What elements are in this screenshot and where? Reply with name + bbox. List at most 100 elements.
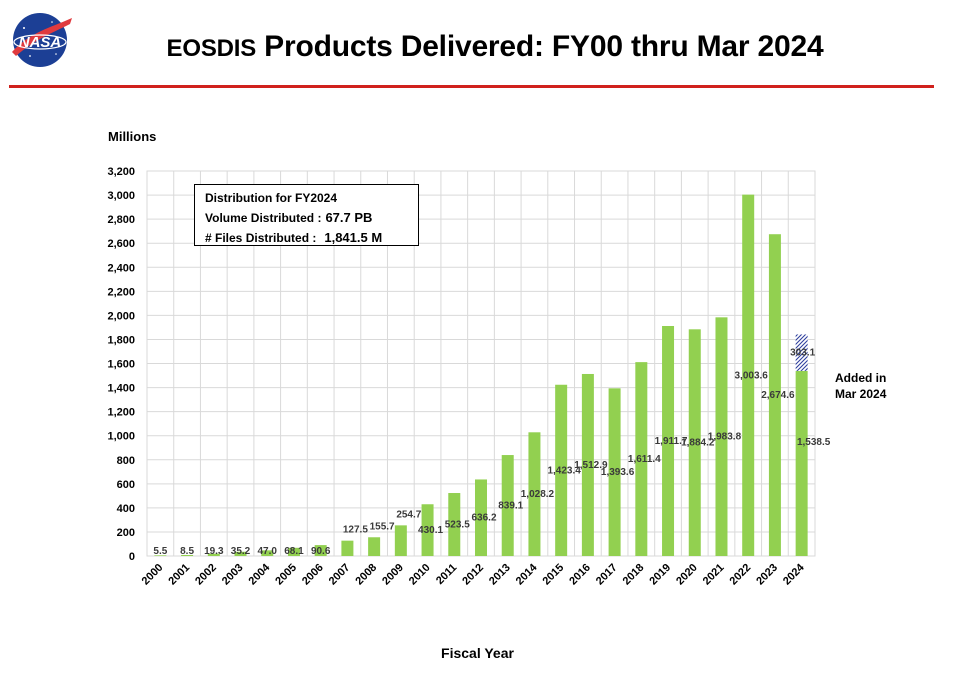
bar-2015 (555, 384, 568, 556)
y-tick-label: 3,000 (107, 190, 135, 202)
bar-2017 (608, 388, 621, 556)
bar-2023 (768, 234, 781, 556)
x-tick-label-2006: 2006 (300, 562, 326, 588)
x-tick-label-2009: 2009 (380, 562, 406, 588)
bar-2011 (448, 493, 461, 556)
bar-2008 (368, 537, 381, 556)
x-tick-label-2019: 2019 (647, 562, 673, 588)
data-label-2014: 1,028.2 (521, 489, 555, 500)
bar-2021 (715, 317, 728, 556)
data-label-2011: 523.5 (445, 520, 470, 531)
y-tick-label: 3,200 (107, 166, 135, 178)
x-tick-label-2017: 2017 (594, 562, 620, 588)
y-tick-label: 2,200 (107, 286, 135, 298)
bar-2003 (234, 551, 247, 556)
y-tick-label: 2,800 (107, 214, 135, 226)
bar-added-segment (795, 334, 808, 371)
volume-label: Volume Distributed : (205, 211, 322, 225)
x-axis-ticks: 2000 2001 2002 2003 2004 2005 2006 2007 2008 2009… (140, 561, 808, 587)
bar-2012 (475, 479, 487, 556)
bar-2007 (341, 540, 354, 556)
info-volume-row: Volume Distributed :67.7 PB (205, 208, 408, 228)
bar-2001 (181, 554, 194, 556)
x-tick-label-2021: 2021 (701, 562, 727, 588)
data-label-2008: 155.7 (370, 521, 395, 532)
y-axis-ticks: 0 200 400 600 800 1,000 1,200 1,400 1,600 1,800 2,… (107, 166, 135, 563)
data-label-2020: 1,884.2 (681, 438, 715, 449)
data-label-2010: 430.1 (418, 525, 443, 536)
x-tick-label-2011: 2011 (434, 562, 459, 587)
info-heading: Distribution for FY2024 (205, 191, 338, 205)
data-label-2013: 839.1 (498, 501, 523, 512)
files-value: 1,841.5 M (324, 230, 383, 245)
x-tick-label-2018: 2018 (621, 562, 647, 588)
added-annotation-line1: Added in (835, 371, 887, 385)
title-divider (9, 85, 934, 88)
x-tick-label-2005: 2005 (273, 562, 299, 588)
x-tick-label-2003: 2003 (220, 562, 246, 588)
data-label-2012: 636.2 (471, 513, 496, 524)
y-tick-label: 0 (129, 551, 135, 563)
volume-value: 67.7 PB (325, 210, 373, 225)
data-label-2001: 8.5 (180, 546, 194, 557)
y-tick-label: 1,800 (107, 334, 135, 346)
added-annotation-line2: Mar 2024 (835, 387, 887, 401)
x-tick-label-2020: 2020 (674, 562, 700, 588)
data-label-2004: 47.0 (258, 546, 278, 557)
files-label: # Files Distributed : (205, 231, 317, 245)
page-title: EOSDIS Products Delivered: FY00 thru Mar… (0, 30, 955, 64)
y-tick-label: 2,600 (107, 238, 135, 250)
data-label-2023: 2,674.6 (761, 390, 795, 401)
y-tick-label: 2,400 (107, 262, 135, 274)
data-label-2003: 35.2 (231, 546, 251, 557)
y-tick-label: 200 (117, 527, 135, 539)
gridlines (146, 170, 816, 557)
x-tick-label-2008: 2008 (353, 562, 379, 588)
y-tick-label: 2,000 (107, 310, 135, 322)
data-label-2006: 90.6 (311, 546, 331, 557)
data-label-2016: 1,512.9 (574, 460, 608, 471)
x-tick-label-2002: 2002 (193, 562, 219, 588)
data-label-2019: 1,911.7 (655, 436, 688, 447)
x-tick-label-2022: 2022 (728, 562, 754, 588)
data-label-2000: 5.5 (153, 546, 167, 557)
data-label-2024: 1,538.5 (797, 437, 831, 448)
bar-2002 (207, 553, 220, 556)
logo-text: NASA (19, 34, 62, 51)
title-main: Products Delivered: FY00 thru Mar 2024 (256, 30, 824, 63)
x-tick-label-2004: 2004 (247, 561, 273, 587)
bar-2009 (394, 525, 407, 556)
info-files-row: # Files Distributed : 1,841.5 M (205, 228, 408, 248)
x-tick-label-2012: 2012 (460, 562, 486, 588)
y-tick-label: 1,400 (107, 383, 135, 395)
data-label-2021: 1,983.8 (708, 432, 742, 443)
y-axis-label: Millions (108, 129, 157, 144)
data-label-2018: 1,611.4 (628, 454, 661, 465)
bar-2020 (688, 329, 701, 556)
y-tick-label: 600 (117, 479, 135, 491)
data-labels: 5.5 8.5 19.3 35.2 47.0 68.1 90.6 127.5 155.7254.… (153, 348, 830, 557)
x-axis-label: Fiscal Year (441, 645, 514, 661)
x-tick-label-2015: 2015 (540, 562, 566, 588)
bar-2004 (261, 550, 274, 556)
bar-2010 (421, 504, 434, 556)
x-tick-label-2014: 2014 (514, 561, 540, 587)
y-tick-label: 1,200 (107, 407, 135, 419)
y-tick-label: 800 (117, 455, 135, 467)
title-prefix: EOSDIS (166, 35, 257, 62)
bar-2022 (742, 194, 755, 556)
bar-2014 (528, 432, 541, 556)
y-tick-label: 1,600 (107, 359, 135, 371)
y-tick-label: 400 (117, 503, 135, 515)
data-label-2015: 1,423.4 (547, 465, 581, 476)
x-tick-label-2010: 2010 (407, 562, 433, 588)
x-tick-label-2013: 2013 (487, 562, 513, 588)
nasa-logo: NASA (10, 10, 74, 68)
bars (154, 194, 808, 556)
y-tick-label: 1,000 (107, 431, 135, 443)
bar-2006 (314, 545, 327, 556)
bar-2000 (154, 555, 167, 556)
data-label-2005: 68.1 (284, 546, 304, 557)
bar-2019 (662, 325, 675, 556)
